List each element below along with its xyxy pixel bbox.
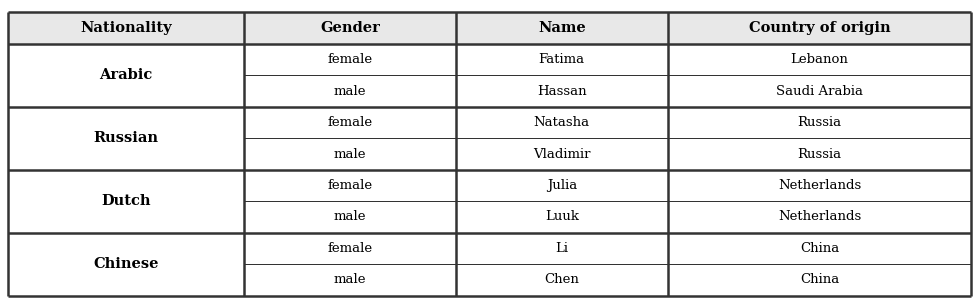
Text: Chinese: Chinese bbox=[93, 257, 158, 271]
Bar bbox=[8, 44, 970, 75]
Bar bbox=[8, 201, 970, 233]
Text: male: male bbox=[333, 148, 366, 160]
Text: female: female bbox=[327, 53, 372, 66]
Text: Lebanon: Lebanon bbox=[789, 53, 848, 66]
Bar bbox=[8, 233, 970, 264]
Text: male: male bbox=[333, 274, 366, 286]
Text: Netherlands: Netherlands bbox=[778, 179, 861, 192]
Text: Gender: Gender bbox=[320, 21, 379, 35]
Bar bbox=[8, 138, 970, 170]
Text: Name: Name bbox=[537, 21, 585, 35]
Text: Saudi Arabia: Saudi Arabia bbox=[776, 84, 862, 98]
Text: Julia: Julia bbox=[546, 179, 576, 192]
Text: Netherlands: Netherlands bbox=[778, 210, 861, 224]
Text: Nationality: Nationality bbox=[80, 21, 171, 35]
Text: female: female bbox=[327, 179, 372, 192]
Text: Luuk: Luuk bbox=[544, 210, 578, 224]
Text: Fatima: Fatima bbox=[538, 53, 584, 66]
Text: Vladimir: Vladimir bbox=[532, 148, 590, 160]
Text: China: China bbox=[799, 242, 838, 255]
Text: Hassan: Hassan bbox=[536, 84, 586, 98]
Bar bbox=[8, 12, 970, 44]
Text: Chen: Chen bbox=[544, 274, 579, 286]
Text: Dutch: Dutch bbox=[101, 194, 151, 208]
Bar bbox=[8, 170, 970, 201]
Text: Russia: Russia bbox=[796, 148, 841, 160]
Text: female: female bbox=[327, 242, 372, 255]
Text: Russian: Russian bbox=[93, 131, 158, 145]
Text: Russia: Russia bbox=[796, 116, 841, 129]
Text: China: China bbox=[799, 274, 838, 286]
Text: Li: Li bbox=[555, 242, 567, 255]
Text: Arabic: Arabic bbox=[99, 68, 153, 82]
Bar bbox=[8, 107, 970, 138]
Text: male: male bbox=[333, 84, 366, 98]
Text: Country of origin: Country of origin bbox=[748, 21, 889, 35]
Text: male: male bbox=[333, 210, 366, 224]
Bar bbox=[8, 75, 970, 107]
Text: Natasha: Natasha bbox=[533, 116, 589, 129]
Bar bbox=[8, 264, 970, 296]
Text: female: female bbox=[327, 116, 372, 129]
